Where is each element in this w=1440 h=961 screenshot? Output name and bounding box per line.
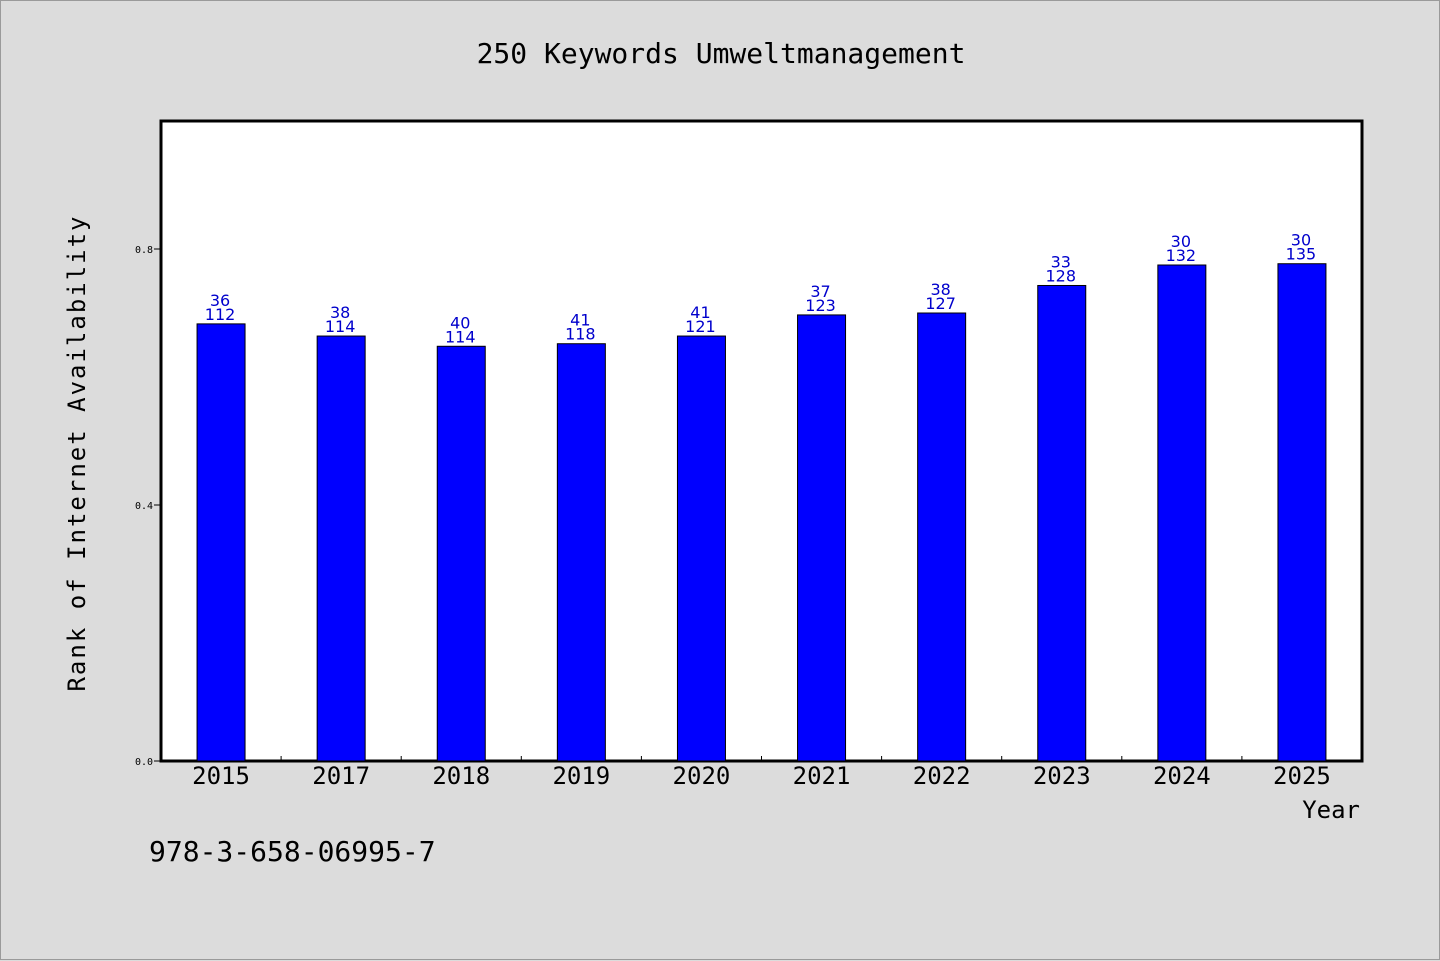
bar <box>917 312 967 762</box>
x-tick-label: 2022 <box>913 762 971 790</box>
x-tick-label: 2021 <box>793 762 851 790</box>
bar-label-top: 41 <box>570 311 590 330</box>
bar <box>1037 284 1087 762</box>
bar <box>436 345 486 762</box>
bar-label-bottom: 114 <box>445 327 476 346</box>
x-tick-label: 2020 <box>673 762 731 790</box>
y-tick-label: 0.8 <box>135 245 153 256</box>
x-tick-label: 2024 <box>1153 762 1211 790</box>
bar-label-bottom: 132 <box>1166 246 1197 265</box>
x-axis-label: Year <box>1302 796 1360 824</box>
x-tick-label: 2025 <box>1273 762 1331 790</box>
y-tick-label: 0.4 <box>135 501 153 512</box>
y-tick-label: 0.0 <box>135 757 153 768</box>
bar-label-top: 41 <box>690 303 710 322</box>
chart-title: 250 Keywords Umweltmanagement <box>477 37 966 70</box>
bar-label-bottom: 118 <box>565 325 596 344</box>
y-axis-ticks: 0.0 0.4 0.8 <box>135 245 161 768</box>
x-axis-ticks: 2015 2017 2018 2019 2020 2021 2022 2023 2024 2025 <box>192 756 1331 790</box>
bar-label-top: 36 <box>210 291 230 310</box>
x-tick-label: 2017 <box>312 762 370 790</box>
bar-label-bottom: 123 <box>805 296 836 315</box>
isbn-text: 978-3-658-06995-7 <box>149 835 436 868</box>
bar <box>316 335 366 762</box>
y-axis-label: Rank of Internet Availability <box>63 214 91 691</box>
bar-label-top: 33 <box>1051 252 1071 271</box>
bar-label-bottom: 128 <box>1045 266 1076 285</box>
bar-label-top: 38 <box>330 303 350 322</box>
x-tick-label: 2019 <box>552 762 610 790</box>
bar-label-top: 37 <box>810 282 830 301</box>
bar-label-top: 30 <box>1171 232 1191 251</box>
bar <box>1157 264 1207 762</box>
x-tick-label: 2023 <box>1033 762 1091 790</box>
bar <box>797 314 847 762</box>
bar <box>196 323 246 762</box>
bar-label-bottom: 121 <box>685 317 716 336</box>
bars <box>196 263 1327 762</box>
bar-label-bottom: 135 <box>1286 245 1317 264</box>
bar <box>556 343 606 762</box>
bar <box>1277 263 1327 762</box>
bar-label-top: 38 <box>930 280 950 299</box>
x-tick-label: 2015 <box>192 762 250 790</box>
bar-label-bottom: 112 <box>205 305 236 324</box>
bar <box>676 335 726 762</box>
bar-label-bottom: 127 <box>925 294 956 313</box>
x-tick-label: 2018 <box>432 762 490 790</box>
bar-label-top: 40 <box>450 313 470 332</box>
bar-label-bottom: 114 <box>325 317 356 336</box>
bar-label-top: 30 <box>1291 231 1311 250</box>
